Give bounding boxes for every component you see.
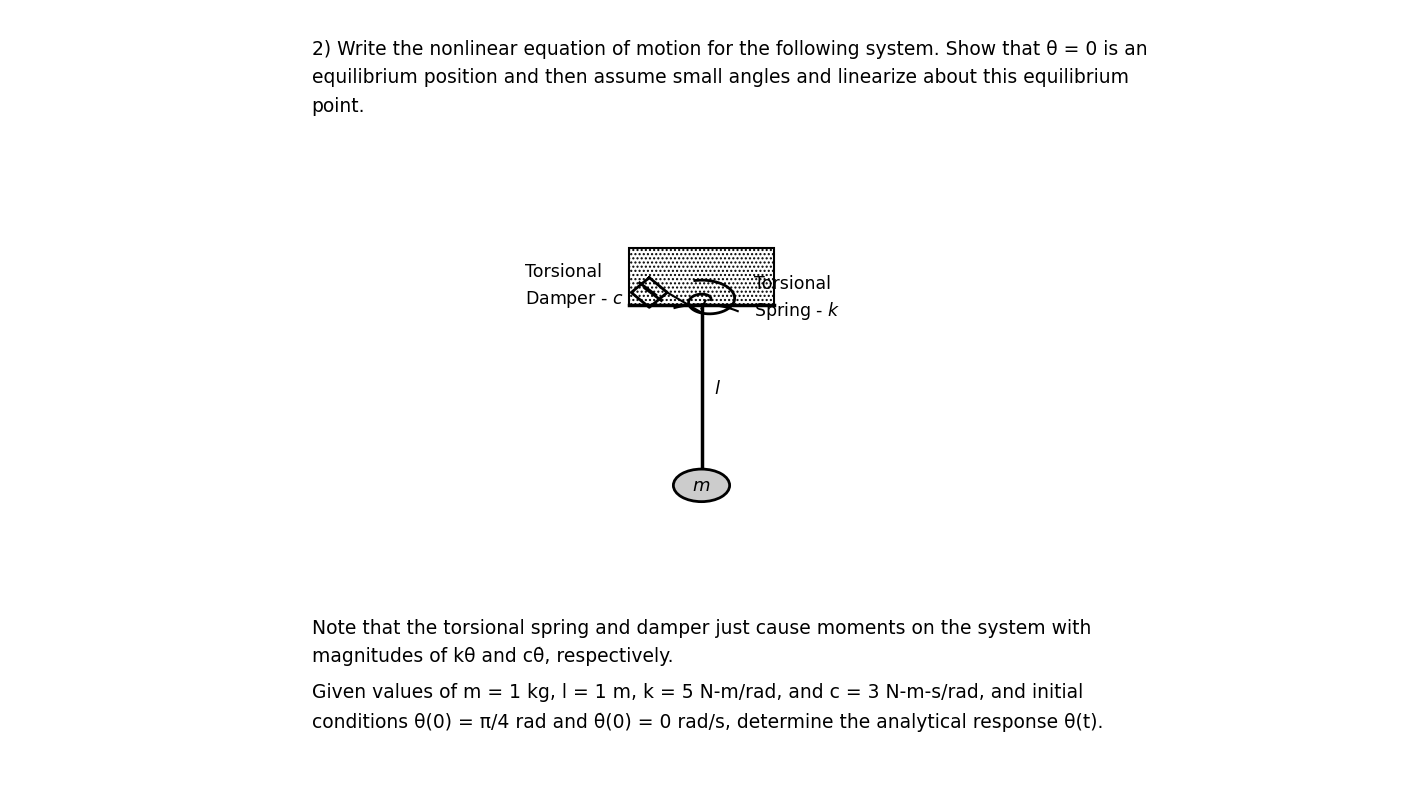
- Text: Torsional: Torsional: [525, 263, 602, 281]
- Text: point.: point.: [311, 97, 365, 115]
- Text: conditions θ(0) = π/4 rad and θ̇(0) = 0 rad/s, determine the analytical response: conditions θ(0) = π/4 rad and θ̇(0) = 0 …: [311, 712, 1103, 732]
- Text: $l$: $l$: [714, 380, 721, 397]
- Text: Damper - $c$: Damper - $c$: [525, 288, 623, 309]
- Text: magnitudes of kθ and cθ̇, respectively.: magnitudes of kθ and cθ̇, respectively.: [311, 646, 673, 666]
- Text: Note that the torsional spring and damper just cause moments on the system with: Note that the torsional spring and dampe…: [311, 618, 1092, 637]
- Bar: [629, 249, 774, 305]
- Text: $m$: $m$: [692, 477, 711, 495]
- Ellipse shape: [673, 470, 730, 502]
- Text: Torsional: Torsional: [753, 275, 831, 293]
- Text: 2) Write the nonlinear equation of motion for the following system. Show that θ : 2) Write the nonlinear equation of motio…: [311, 41, 1148, 59]
- Bar: [629, 249, 774, 305]
- Text: Given values of m = 1 kg, l = 1 m, k = 5 N-m/rad, and c = 3 N-m-s/rad, and initi: Given values of m = 1 kg, l = 1 m, k = 5…: [311, 682, 1083, 702]
- Text: equilibrium position and then assume small angles and linearize about this equil: equilibrium position and then assume sma…: [311, 68, 1129, 88]
- Text: Spring - $k$: Spring - $k$: [753, 299, 840, 321]
